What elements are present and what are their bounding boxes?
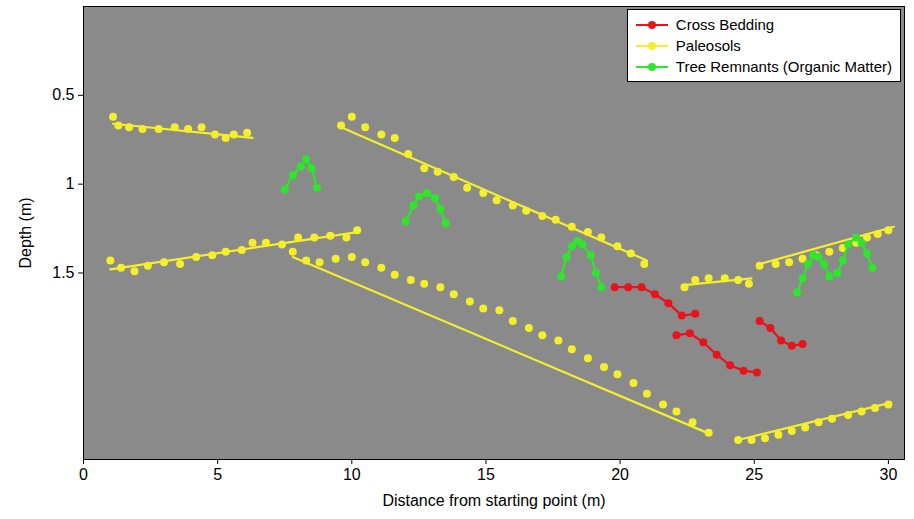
html-text:Paleosols: Paleosols [675,37,741,54]
svg-text:Distance from starting point (: Distance from starting point (m) [382,492,605,509]
svg-text:20: 20 [611,466,629,483]
svg-text:Depth (m): Depth (m) [17,197,34,268]
svg-text:1.5: 1.5 [52,264,74,281]
svg-text:0.5: 0.5 [52,86,74,103]
html-text:Cross Bedding: Cross Bedding [675,16,775,33]
svg-text:5: 5 [213,466,222,483]
svg-text:25: 25 [745,466,763,483]
svg-text:1: 1 [66,175,75,192]
svg-text:0: 0 [79,466,88,483]
svg-text:30: 30 [880,466,898,483]
svg-text:15: 15 [477,466,495,483]
html-text:Tree Remnants (Organic Matter): Tree Remnants (Organic Matter) [675,58,892,75]
svg-text:10: 10 [343,466,361,483]
